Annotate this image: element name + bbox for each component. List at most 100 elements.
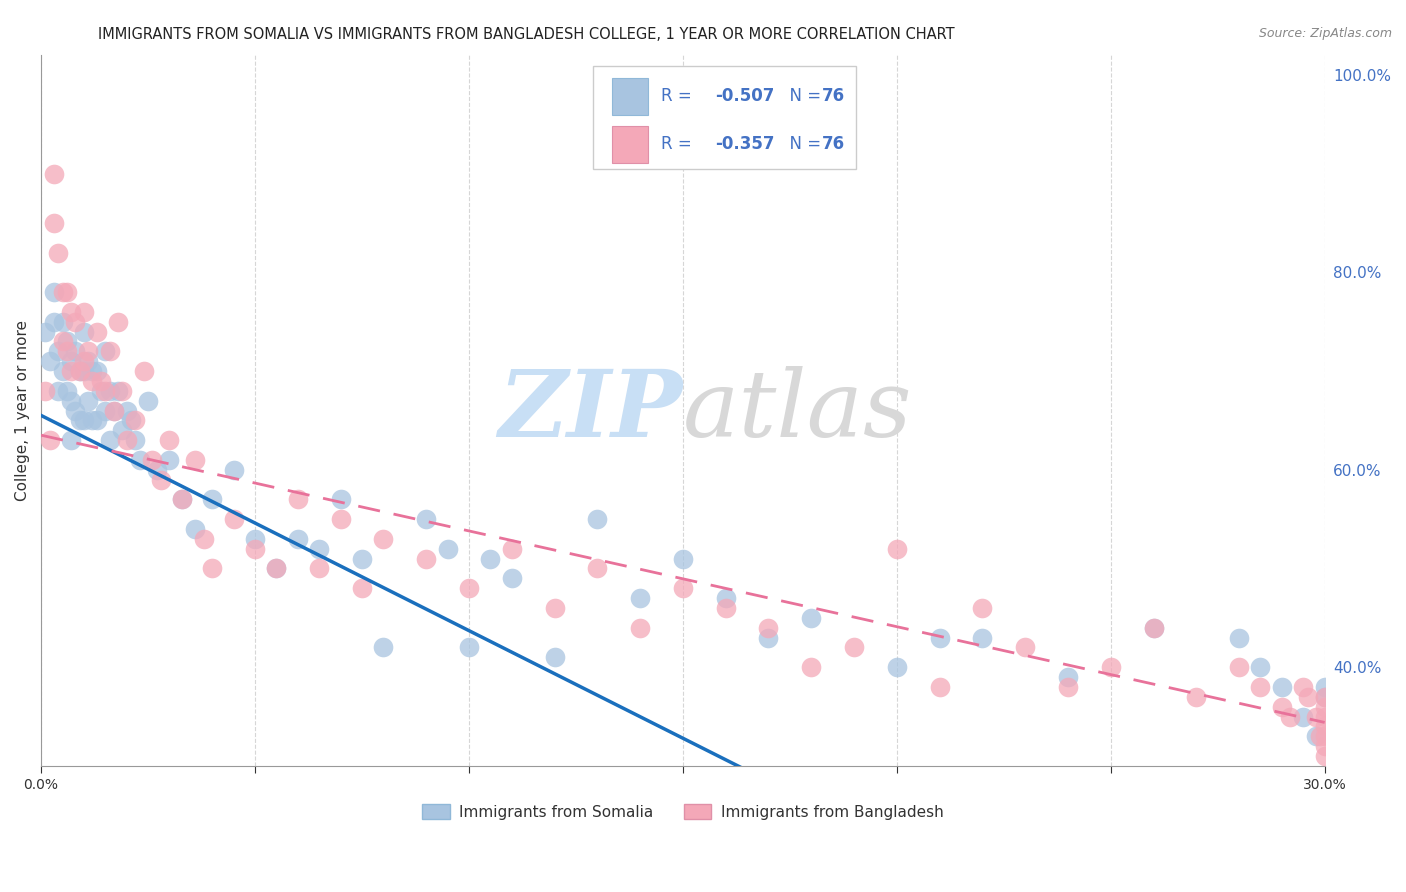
Point — [308, 541, 330, 556]
Point — [1305, 709, 1327, 723]
Point — [287, 492, 309, 507]
Point — [46, 384, 69, 398]
Point — [1292, 680, 1315, 694]
Point — [103, 403, 125, 417]
Point — [1313, 719, 1336, 733]
Point — [586, 512, 609, 526]
Y-axis label: College, 1 year or more: College, 1 year or more — [15, 320, 30, 501]
Point — [55, 384, 77, 398]
Point — [1292, 709, 1315, 723]
Point — [107, 384, 129, 398]
Point — [124, 433, 146, 447]
Point — [758, 631, 780, 645]
Point — [972, 631, 994, 645]
Point — [800, 611, 823, 625]
Point — [159, 453, 181, 467]
Point — [287, 532, 309, 546]
Point — [1227, 660, 1250, 674]
Point — [1250, 680, 1272, 694]
Point — [1313, 729, 1336, 743]
Text: R =: R = — [661, 87, 697, 105]
Point — [415, 512, 437, 526]
Point — [94, 384, 117, 398]
Point — [350, 551, 373, 566]
Point — [1313, 690, 1336, 704]
Point — [77, 393, 100, 408]
Point — [73, 325, 96, 339]
Point — [266, 561, 288, 575]
Point — [60, 433, 83, 447]
Point — [184, 453, 207, 467]
Point — [98, 344, 121, 359]
Point — [51, 315, 73, 329]
Point — [458, 640, 481, 655]
Point — [972, 601, 994, 615]
Point — [501, 571, 523, 585]
Point — [42, 285, 65, 299]
Point — [149, 473, 172, 487]
Point — [159, 433, 181, 447]
Point — [308, 561, 330, 575]
Point — [479, 551, 502, 566]
Point — [111, 423, 134, 437]
Point — [172, 492, 194, 507]
Point — [38, 433, 60, 447]
Bar — [612, 78, 648, 115]
Point — [94, 403, 117, 417]
Point — [1305, 729, 1327, 743]
Point — [86, 364, 108, 378]
Point — [111, 384, 134, 398]
Point — [94, 344, 117, 359]
Point — [628, 621, 651, 635]
Point — [1142, 621, 1164, 635]
Point — [436, 541, 458, 556]
Point — [136, 393, 159, 408]
Point — [543, 650, 565, 665]
Point — [55, 285, 77, 299]
Point — [46, 245, 69, 260]
Point — [73, 364, 96, 378]
Text: N =: N = — [779, 87, 827, 105]
Point — [350, 581, 373, 595]
Point — [55, 344, 77, 359]
Point — [90, 384, 112, 398]
Point — [60, 305, 83, 319]
Point — [38, 354, 60, 368]
Point — [1142, 621, 1164, 635]
Point — [73, 305, 96, 319]
Point — [628, 591, 651, 605]
Point — [672, 581, 695, 595]
Point — [672, 551, 695, 566]
Point — [82, 364, 104, 378]
Point — [543, 601, 565, 615]
Point — [373, 640, 395, 655]
Point — [886, 541, 908, 556]
Point — [329, 512, 352, 526]
Point — [86, 325, 108, 339]
Point — [458, 581, 481, 595]
Text: 76: 76 — [821, 87, 845, 105]
Point — [42, 315, 65, 329]
Point — [1313, 739, 1336, 753]
Text: ZIP: ZIP — [499, 366, 683, 456]
Text: 76: 76 — [821, 136, 845, 153]
Point — [586, 561, 609, 575]
FancyBboxPatch shape — [593, 66, 856, 169]
Point — [266, 561, 288, 575]
Point — [82, 374, 104, 388]
Point — [1057, 680, 1080, 694]
Point — [1271, 680, 1294, 694]
Point — [928, 631, 950, 645]
Text: atlas: atlas — [683, 366, 912, 456]
Point — [98, 384, 121, 398]
Point — [1227, 631, 1250, 645]
Point — [1271, 699, 1294, 714]
Point — [373, 532, 395, 546]
Point — [69, 364, 91, 378]
Point — [86, 413, 108, 427]
Point — [1250, 660, 1272, 674]
Point — [1099, 660, 1122, 674]
Point — [51, 285, 73, 299]
Point — [329, 492, 352, 507]
Point — [222, 512, 245, 526]
